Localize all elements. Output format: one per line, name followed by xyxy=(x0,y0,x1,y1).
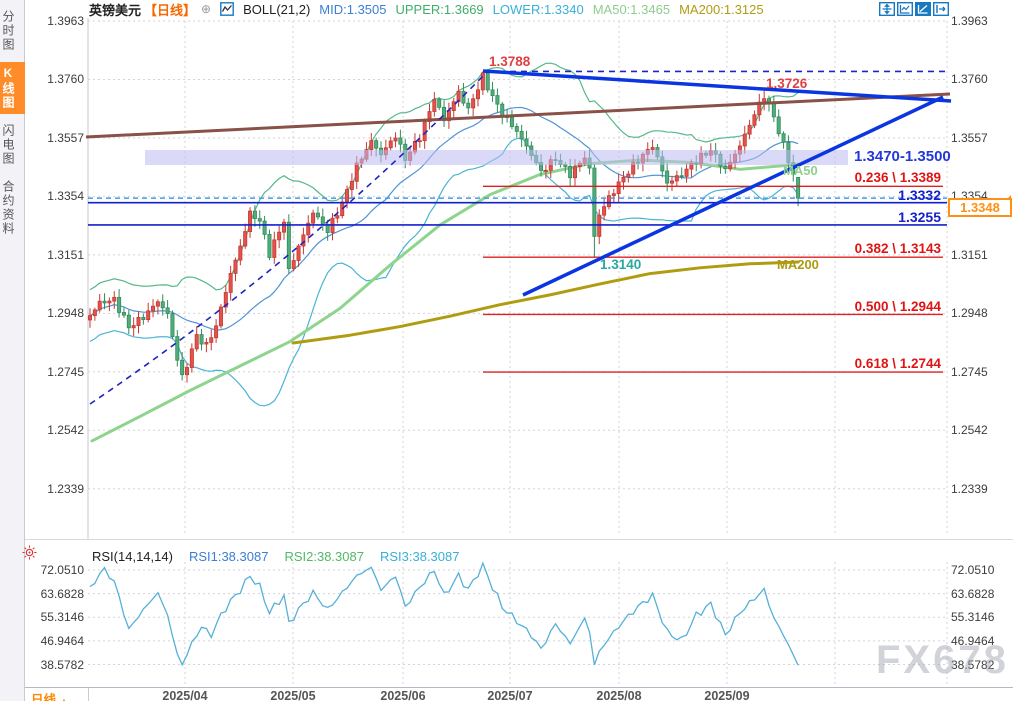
boll-indicator-label: BOLL(21,2) xyxy=(243,1,311,17)
pan-move-icon[interactable] xyxy=(879,2,895,16)
ma200-value: MA200:1.3125 xyxy=(679,1,764,17)
sidebar-tab-timeshare[interactable]: 分时图 xyxy=(1,10,15,52)
boll-lower-value: LOWER:1.3340 xyxy=(492,1,584,17)
boll-upper-value: UPPER:1.3669 xyxy=(395,1,484,17)
period-tag[interactable]: 【日线】 xyxy=(144,2,197,18)
date-label: 2025/04 xyxy=(162,689,208,701)
rsi-chart[interactable] xyxy=(25,540,1013,687)
main-price-chart[interactable] xyxy=(25,18,1013,539)
date-axis-divider xyxy=(88,688,89,701)
rsi-title: RSI(14,14,14) xyxy=(92,549,173,564)
boll-mid-value: MID:1.3505 xyxy=(319,1,387,17)
date-label: 2025/05 xyxy=(270,689,316,701)
sidebar-tab-lightning[interactable]: 闪电图 xyxy=(1,124,15,166)
sidebar: 分时图 K线图 闪电图 合约资料 xyxy=(0,0,25,701)
ma50-value: MA50:1.3465 xyxy=(592,1,671,17)
rsi1-value: RSI1:38.3087 xyxy=(188,549,269,564)
zoom-area-icon[interactable] xyxy=(897,2,913,16)
panel-divider xyxy=(25,539,1013,540)
date-label: 2025/08 xyxy=(596,689,642,701)
date-label: 2025/07 xyxy=(487,689,533,701)
rsi-header: RSI(14,14,14) RSI1:38.3087 RSI2:38.3087 … xyxy=(92,549,459,564)
toolbar: 英镑美元 【日线】 ⊕ BOLL(21,2) MID:1.3505 UPPER:… xyxy=(25,0,1013,18)
rsi3-value: RSI3:38.3087 xyxy=(379,549,460,564)
add-indicator-icon[interactable]: ⊕ xyxy=(201,2,212,16)
symbol-name: 英镑美元 xyxy=(89,2,142,18)
rsi2-value: RSI2:38.3087 xyxy=(284,549,364,564)
sidebar-tab-contract-info[interactable]: 合约资料 xyxy=(1,180,15,236)
date-label: 2025/09 xyxy=(704,689,750,701)
mini-chart-icon[interactable] xyxy=(220,2,234,16)
current-price-tag: 1.3348 xyxy=(948,198,1012,217)
date-label: 2025/06 xyxy=(380,689,426,701)
date-axis: 日线 ▲ 2025/04 2025/05 2025/06 2025/07 2025/08… xyxy=(25,687,1013,701)
rsi-settings-icon[interactable] xyxy=(22,545,37,565)
draw-trendline-icon[interactable] xyxy=(915,2,931,16)
sidebar-tab-kline[interactable]: K线图 xyxy=(0,62,25,114)
exit-fullscreen-icon[interactable] xyxy=(933,2,949,16)
period-selector[interactable]: 日线 ▲ xyxy=(31,693,69,701)
chart-tools xyxy=(879,2,949,16)
